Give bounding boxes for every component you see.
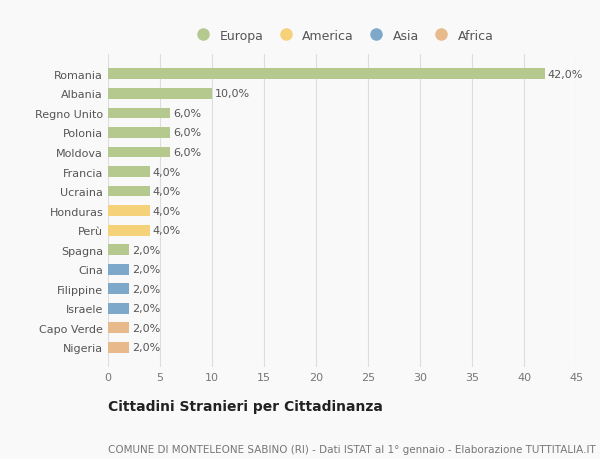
Bar [108, 186, 149, 197]
Text: 4,0%: 4,0% [153, 206, 181, 216]
Bar [108, 323, 129, 334]
Text: 6,0%: 6,0% [173, 109, 202, 118]
Bar [108, 147, 170, 158]
Text: 10,0%: 10,0% [215, 89, 250, 99]
Text: 42,0%: 42,0% [548, 70, 583, 79]
Bar [108, 284, 129, 295]
Bar [108, 167, 149, 178]
Bar [108, 342, 129, 353]
Text: 4,0%: 4,0% [153, 226, 181, 235]
Bar [108, 108, 170, 119]
Text: 2,0%: 2,0% [132, 323, 160, 333]
Text: 2,0%: 2,0% [132, 245, 160, 255]
Bar [108, 69, 545, 80]
Bar [108, 206, 149, 217]
Text: 2,0%: 2,0% [132, 265, 160, 274]
Text: Cittadini Stranieri per Cittadinanza: Cittadini Stranieri per Cittadinanza [108, 399, 383, 413]
Text: 4,0%: 4,0% [153, 167, 181, 177]
Bar [108, 303, 129, 314]
Text: 2,0%: 2,0% [132, 343, 160, 353]
Bar [108, 264, 129, 275]
Text: 2,0%: 2,0% [132, 284, 160, 294]
Legend: Europa, America, Asia, Africa: Europa, America, Asia, Africa [188, 27, 496, 45]
Bar [108, 225, 149, 236]
Text: 2,0%: 2,0% [132, 304, 160, 313]
Bar [108, 128, 170, 139]
Text: 6,0%: 6,0% [173, 148, 202, 157]
Text: 6,0%: 6,0% [173, 128, 202, 138]
Bar [108, 245, 129, 256]
Bar [108, 89, 212, 100]
Text: 4,0%: 4,0% [153, 187, 181, 196]
Text: COMUNE DI MONTELEONE SABINO (RI) - Dati ISTAT al 1° gennaio - Elaborazione TUTTI: COMUNE DI MONTELEONE SABINO (RI) - Dati … [108, 444, 596, 454]
